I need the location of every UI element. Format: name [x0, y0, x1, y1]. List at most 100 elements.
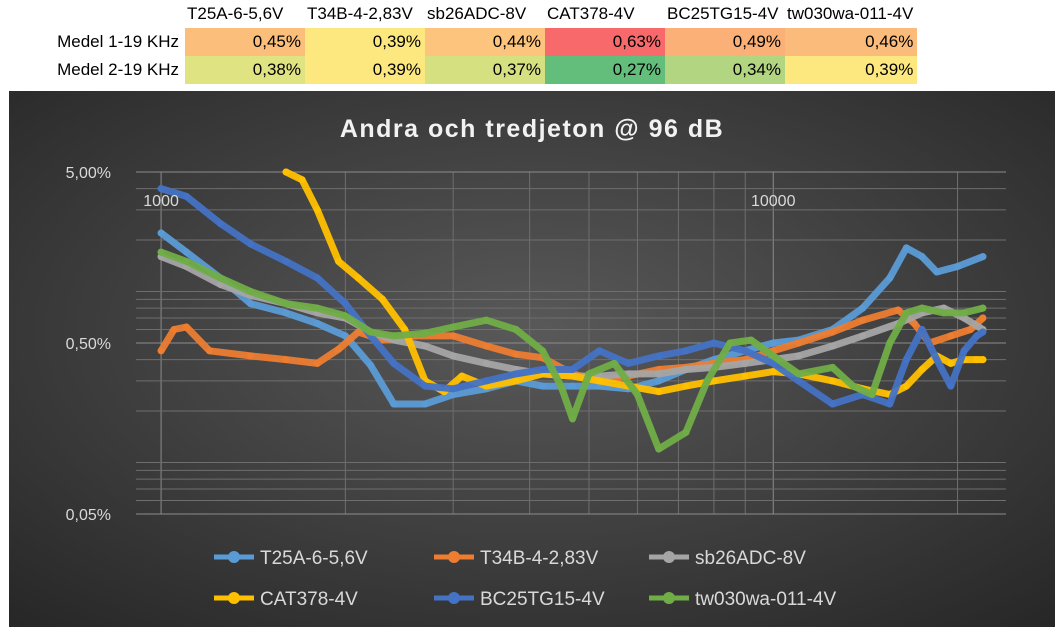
data-point [401, 325, 409, 333]
data-point [512, 377, 520, 385]
data-point [335, 345, 343, 353]
data-point [769, 359, 777, 367]
data-point [829, 342, 837, 350]
data-point [973, 356, 981, 364]
data-point [313, 359, 321, 367]
table-corner [0, 0, 185, 28]
data-point [918, 325, 926, 333]
data-point [335, 257, 343, 265]
legend-label: CAT378-4V [260, 589, 358, 610]
table-cell: 0,39% [305, 28, 425, 56]
column-header: sb26ADC-8V [427, 4, 527, 23]
legend-swatch-marker [448, 592, 460, 604]
data-point [859, 316, 867, 324]
legend-swatch-marker [228, 592, 240, 604]
data-point [795, 339, 803, 347]
data-point [512, 325, 520, 333]
legend-swatch-marker [448, 551, 460, 563]
data-point [682, 428, 690, 436]
data-point [449, 323, 457, 331]
data-point [795, 377, 803, 385]
data-point [313, 320, 321, 328]
data-point [979, 304, 987, 312]
data-point [595, 377, 603, 385]
series-line [282, 168, 987, 398]
data-point [539, 382, 547, 390]
legend-item: sb26ADC-8V [649, 548, 806, 569]
data-point [886, 339, 894, 347]
table-cell: 0,39% [305, 56, 425, 84]
data-point [354, 274, 362, 282]
data-point [569, 415, 577, 423]
data-point [610, 359, 618, 367]
y-tick-label: 0,05% [66, 507, 111, 524]
data-point [655, 352, 663, 360]
data-point [795, 370, 803, 378]
data-point [910, 320, 918, 328]
column-header: tw030wa-011-4V [787, 4, 914, 23]
data-point [703, 377, 711, 385]
data-point [282, 168, 290, 176]
data-point [966, 325, 974, 333]
data-point [182, 257, 190, 265]
table-row: Medel 2-19 KHz 0,38% 0,39% 0,37% 0,27% 0… [0, 56, 918, 84]
data-point [960, 347, 968, 355]
data-point [421, 329, 429, 337]
data-point [769, 339, 777, 347]
data-point [933, 356, 941, 364]
data-point [829, 328, 837, 336]
data-point [682, 382, 690, 390]
data-point [216, 219, 224, 227]
legend-swatch-marker [663, 551, 675, 563]
data-point [940, 309, 948, 317]
data-point [947, 359, 955, 367]
table-cell: 0,37% [425, 56, 545, 84]
data-point [421, 342, 429, 350]
data-point [421, 400, 429, 408]
data-point [829, 363, 837, 371]
data-point [341, 300, 349, 308]
data-point [918, 304, 926, 312]
data-point [624, 359, 632, 367]
data-point [902, 382, 910, 390]
data-point [902, 356, 910, 364]
data-point [449, 352, 457, 360]
data-point [157, 229, 165, 237]
legend-label: T34B-4-2,83V [480, 548, 599, 569]
data-point [933, 268, 941, 276]
y-tick-label: 5,00% [66, 165, 111, 182]
data-point [585, 370, 593, 378]
table-cell: 0,49% [665, 28, 785, 56]
data-point [421, 382, 429, 390]
data-point [182, 323, 190, 331]
data-point [902, 244, 910, 252]
column-header: T25A-6-5,6V [187, 4, 284, 23]
x-tick-label: 1000 [143, 193, 179, 210]
data-point [979, 253, 987, 261]
data-point [282, 257, 290, 265]
legend-label: BC25TG15-4V [480, 589, 605, 610]
data-point [512, 350, 520, 358]
data-point [512, 370, 520, 378]
data-point [458, 372, 466, 380]
data-point [354, 328, 362, 336]
data-point [979, 356, 987, 364]
data-point [902, 309, 910, 317]
data-point [947, 332, 955, 340]
data-point [569, 382, 577, 390]
data-point [216, 280, 224, 288]
data-point [979, 328, 987, 336]
legend-item: CAT378-4V [214, 589, 358, 610]
data-point [769, 352, 777, 360]
data-point [379, 295, 387, 303]
data-point [449, 332, 457, 340]
data-point [868, 390, 876, 398]
data-point [539, 365, 547, 373]
table-cell: 0,38% [185, 56, 305, 84]
data-point [894, 306, 902, 314]
data-point [390, 359, 398, 367]
data-point [482, 377, 490, 385]
data-point [247, 300, 255, 308]
table-cell: 0,34% [665, 56, 785, 84]
table-cell: 0,45% [185, 28, 305, 56]
